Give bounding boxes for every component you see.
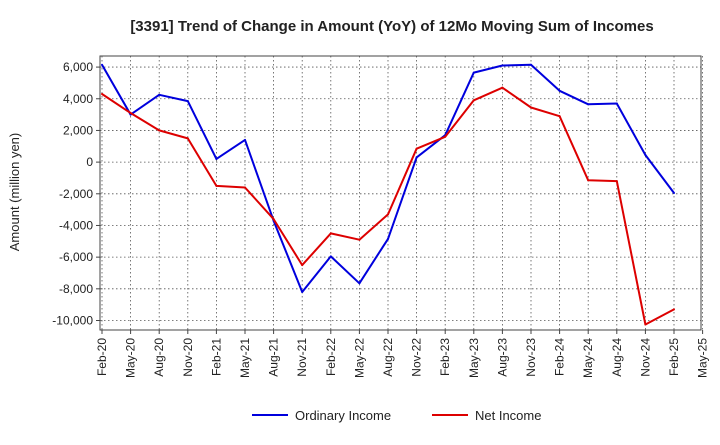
data-point	[244, 186, 246, 189]
y-tick-label: 4,000	[63, 92, 93, 106]
y-axis-ticks: -10,000 -8,000 -6,000 -4,000 -2,000 0 2,000 4,0…	[52, 60, 100, 327]
x-tick-label: May-22	[352, 338, 366, 378]
data-point	[501, 86, 504, 89]
data-point	[358, 282, 361, 285]
x-tick-label: Aug-20	[152, 338, 166, 377]
y-tick-label: 0	[86, 155, 93, 169]
data-point	[644, 153, 647, 156]
data-point	[615, 180, 618, 183]
data-point	[558, 89, 561, 92]
data-point	[329, 255, 332, 258]
x-tick-label: Nov-23	[524, 338, 538, 377]
data-point	[358, 238, 361, 241]
x-tick-label: Nov-22	[410, 338, 424, 377]
data-point	[301, 290, 304, 293]
x-tick-label: Nov-24	[638, 338, 652, 377]
data-point	[129, 112, 132, 115]
x-tick-label: May-20	[124, 338, 138, 378]
y-tick-label: 6,000	[63, 60, 93, 74]
data-point	[244, 138, 246, 141]
y-tick-label: -2,000	[59, 187, 93, 201]
data-point	[673, 308, 675, 311]
y-tick-label: -8,000	[59, 282, 93, 296]
x-tick-label: Feb-22	[324, 338, 338, 376]
data-point	[472, 71, 475, 74]
data-point	[673, 192, 675, 194]
x-tick-label: Nov-21	[295, 338, 309, 377]
y-tick-label: -6,000	[59, 250, 93, 264]
data-point	[415, 147, 418, 150]
x-tick-label: Aug-22	[381, 338, 395, 377]
legend-label: Ordinary Income	[295, 408, 391, 423]
x-tick-label: May-21	[238, 338, 252, 378]
x-axis-ticks: Feb-20 May-20 Aug-20 Nov-20 Feb-21 May-21 Aug-…	[95, 330, 710, 378]
data-point	[415, 156, 418, 159]
data-point	[101, 93, 103, 96]
grid	[100, 56, 703, 330]
data-point	[158, 129, 161, 132]
data-point	[272, 218, 275, 221]
data-point	[501, 64, 504, 67]
data-point	[101, 63, 103, 66]
x-tick-label: May-23	[467, 338, 481, 378]
data-point	[587, 179, 590, 182]
data-point	[472, 99, 475, 102]
series-group	[101, 63, 675, 326]
x-tick-label: Feb-21	[209, 338, 223, 376]
data-point	[387, 213, 389, 216]
data-point	[530, 63, 532, 66]
data-point	[387, 237, 389, 240]
data-point	[587, 103, 590, 106]
legend: Ordinary Income Net Income	[252, 408, 541, 423]
data-point	[329, 232, 332, 235]
data-point	[530, 106, 532, 109]
x-tick-label: Aug-24	[610, 338, 624, 377]
x-tick-label: May-24	[581, 338, 595, 378]
x-tick-label: May-25	[696, 338, 710, 378]
x-tick-label: Aug-23	[495, 338, 509, 377]
y-tick-label: -4,000	[59, 218, 93, 232]
legend-label: Net Income	[475, 408, 541, 423]
data-point	[444, 135, 447, 138]
x-tick-label: Feb-23	[438, 338, 452, 376]
data-point	[644, 323, 647, 326]
data-point	[186, 100, 189, 103]
data-point	[215, 184, 218, 187]
x-tick-label: Aug-21	[267, 338, 281, 377]
data-point	[615, 102, 618, 105]
y-tick-label: 2,000	[63, 123, 93, 137]
data-point	[301, 264, 304, 267]
plot-frame	[99, 55, 702, 331]
x-tick-label: Feb-20	[95, 338, 109, 376]
chart-title: [3391] Trend of Change in Amount (YoY) o…	[130, 18, 653, 35]
x-tick-label: Feb-24	[553, 338, 567, 376]
y-tick-label: -10,000	[52, 313, 93, 327]
data-point	[186, 137, 189, 140]
x-tick-label: Feb-25	[667, 338, 681, 376]
data-point	[215, 157, 218, 160]
x-tick-label: Nov-20	[181, 338, 195, 377]
data-point	[158, 93, 161, 96]
y-axis-label: Amount (million yen)	[7, 133, 22, 252]
data-point	[558, 115, 561, 118]
